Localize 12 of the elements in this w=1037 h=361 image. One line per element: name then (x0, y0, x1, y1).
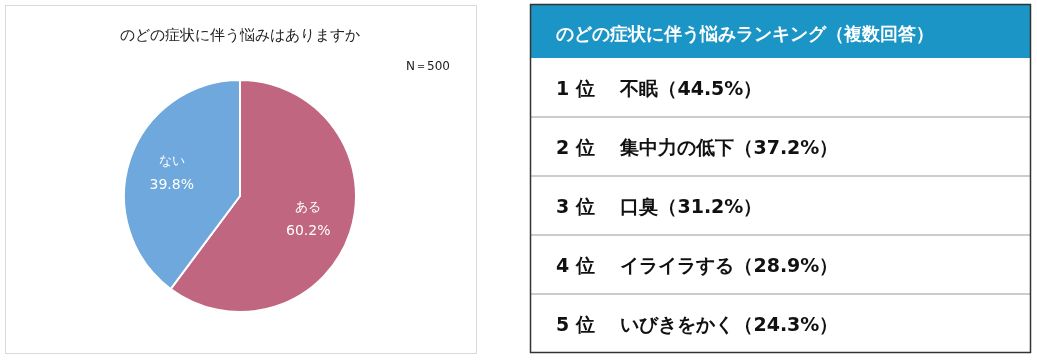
data-label: 60.2% (286, 221, 331, 238)
text: 3 位 口臭（31.2%） (556, 194, 763, 217)
text: 4 位 イライラする（28.9%） (556, 253, 839, 276)
chart-title: のどの症状に伴う悩みはありますか (120, 26, 360, 44)
text: 5 位 いびきをかく（24.3%） (556, 312, 839, 335)
text: のどの症状に伴う悩みランキング（複数回答） (556, 23, 934, 44)
text: 2 位 集中力の低下（37.2%） (556, 135, 839, 158)
data-label: 39.8% (149, 176, 194, 193)
text: 1 位 不眠（44.5%） (556, 76, 763, 99)
text: N＝500 (406, 59, 450, 73)
slice-label: ない (158, 153, 185, 169)
slice-label: ある (295, 198, 322, 214)
